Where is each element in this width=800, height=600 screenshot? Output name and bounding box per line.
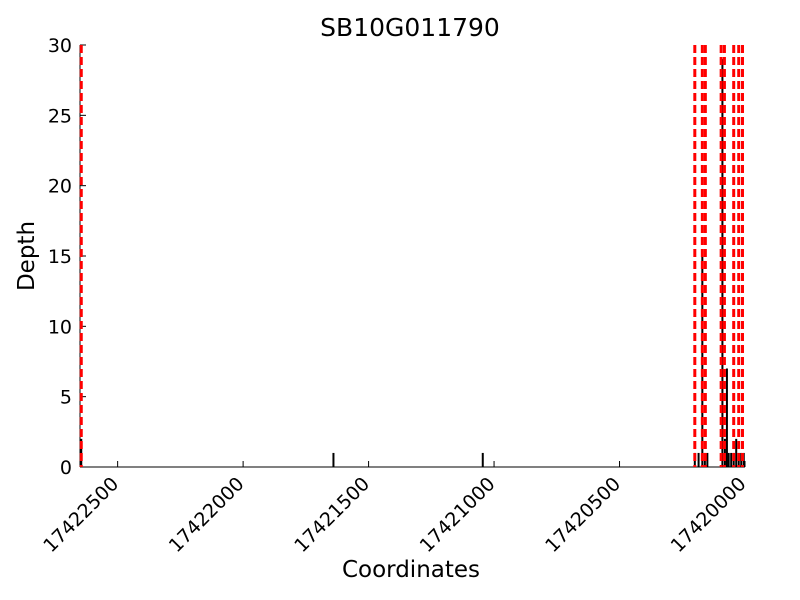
y-tick-label: 15 (48, 246, 72, 268)
x-tick-label: 17422000 (165, 473, 249, 557)
y-axis-label: Depth (14, 221, 40, 291)
x-tick-label: 17420000 (667, 473, 751, 557)
x-tick-label: 17421000 (416, 473, 500, 557)
chart-title: SB10G011790 (320, 13, 500, 42)
y-tick-label: 30 (48, 35, 72, 57)
x-tick-label: 17420500 (541, 473, 625, 557)
y-tick-label: 5 (60, 387, 72, 409)
y-tick-label: 0 (60, 457, 72, 479)
y-tick-label: 10 (48, 316, 72, 338)
x-tick-label: 17421500 (290, 473, 374, 557)
x-axis-label: Coordinates (342, 557, 480, 583)
y-tick-label: 20 (48, 176, 72, 198)
x-tick-label: 17422500 (39, 473, 123, 557)
plot-area: 0 5 10 15 20 25 30 17422500 17422000 17421500 1742… (39, 35, 750, 557)
y-tick-label: 25 (48, 105, 72, 127)
